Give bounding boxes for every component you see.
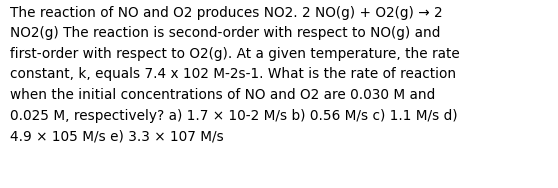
Text: The reaction of NO and O2 produces NO2. 2 NO(g) + O2(g) → 2
NO2(g) The reaction : The reaction of NO and O2 produces NO2. … xyxy=(10,6,460,143)
